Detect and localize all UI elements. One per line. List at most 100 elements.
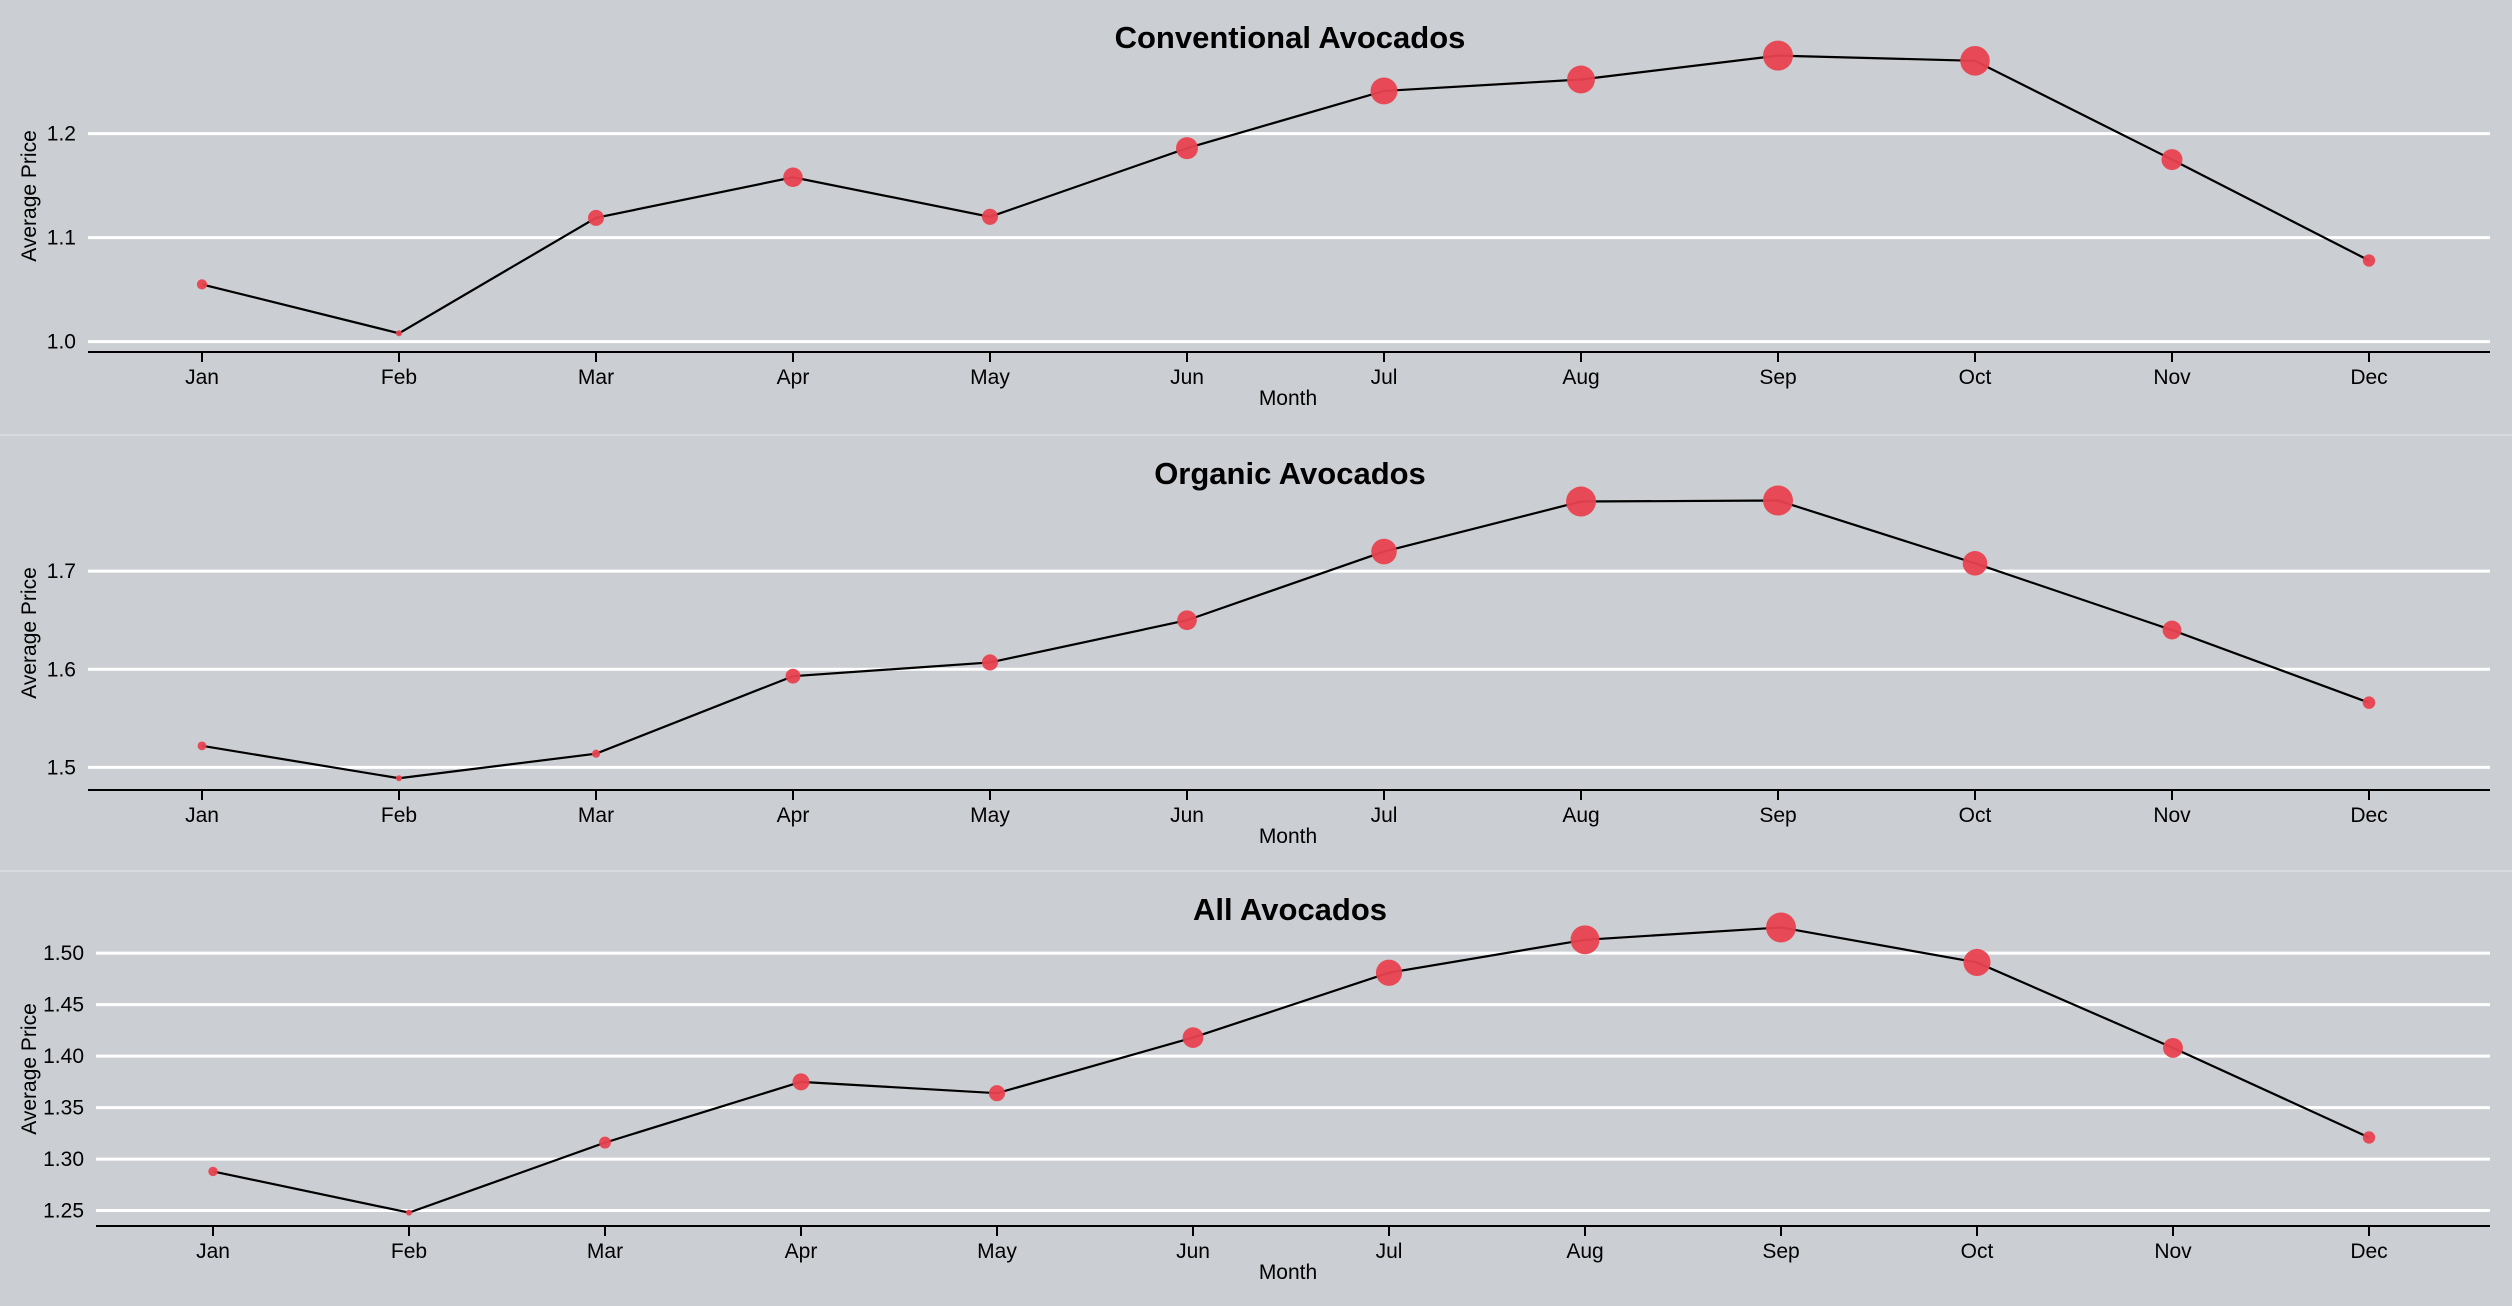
data-point	[2163, 1037, 2183, 1058]
x-axis-label: Month	[1259, 825, 1317, 848]
x-tick-label: Jun	[1176, 1240, 1210, 1263]
x-tick-label: Aug	[1562, 804, 1599, 827]
data-point	[1963, 948, 1991, 976]
x-tick-label: Feb	[391, 1240, 427, 1263]
data-point	[988, 1085, 1006, 1102]
x-axis-label: Month	[1259, 1261, 1317, 1284]
x-tick-label: May	[970, 804, 1010, 827]
data-point	[197, 741, 207, 751]
data-point	[1370, 77, 1398, 105]
x-tick-label: Sep	[1759, 366, 1796, 389]
data-point	[785, 668, 801, 684]
y-tick-label: 1.30	[43, 1148, 84, 1171]
data-point	[396, 775, 402, 782]
chart-panel-organic: Organic Avocados 1.5 1.6 1.7 Jan Feb Mar Apr May…	[0, 436, 2512, 870]
data-point	[981, 654, 999, 671]
x-tick-label: Jan	[185, 366, 219, 389]
data-point	[2362, 254, 2376, 267]
data-point	[1763, 40, 1793, 71]
x-tick-label: Nov	[2153, 804, 2191, 827]
y-tick-label: 1.35	[43, 1097, 84, 1120]
data-point	[1371, 538, 1397, 565]
y-axis-label: Average Price	[18, 567, 41, 699]
data-point	[1567, 65, 1595, 94]
chart-title: All Avocados	[1193, 892, 1387, 927]
x-tick-label: Dec	[2350, 366, 2387, 389]
y-axis-label: Average Price	[18, 130, 41, 262]
data-point	[1177, 610, 1197, 631]
data-point	[783, 167, 803, 188]
x-tick-label: Aug	[1562, 366, 1599, 389]
data-point	[1176, 137, 1198, 160]
x-tick-label: Jan	[185, 804, 219, 827]
series-line	[201, 54, 2370, 335]
x-tick-label: Mar	[587, 1240, 623, 1263]
x-tick-label: Feb	[381, 366, 417, 389]
data-point	[208, 1166, 218, 1177]
x-tick-label: Nov	[2154, 1240, 2192, 1263]
data-point	[1182, 1027, 1204, 1048]
series-line	[212, 926, 2370, 1214]
data-point	[1766, 912, 1796, 943]
data-point	[396, 330, 402, 337]
x-tick-label: Oct	[1961, 1240, 1994, 1263]
x-tick-label: May	[977, 1240, 1017, 1263]
data-point	[406, 1209, 412, 1216]
y-tick-label: 1.1	[47, 227, 76, 250]
chart-title: Organic Avocados	[1154, 456, 1426, 491]
x-tick-label: Jul	[1371, 366, 1398, 389]
data-point	[196, 279, 208, 290]
x-tick-label: Mar	[578, 804, 614, 827]
x-tick-label: Jun	[1170, 804, 1204, 827]
x-tick-label: Jan	[196, 1240, 230, 1263]
chart-panel-all: All Avocados 1.25 1.30 1.35 1.40 1.45 1.50 Jan F…	[0, 872, 2512, 1306]
x-axis-label: Month	[1259, 387, 1317, 410]
y-tick-label: 1.6	[47, 658, 76, 681]
data-point	[1566, 486, 1596, 517]
data-point	[588, 209, 604, 226]
data-point	[2362, 696, 2376, 709]
series-line	[201, 499, 2370, 780]
data-point	[792, 1073, 810, 1091]
x-tick-label: Aug	[1566, 1240, 1603, 1263]
x-tick-label: Oct	[1959, 366, 1992, 389]
data-point	[1570, 925, 1600, 955]
y-tick-label: 1.5	[47, 756, 76, 779]
panel-divider	[0, 434, 2512, 436]
x-tick-label: Sep	[1759, 804, 1796, 827]
chart-all-avocados: All Avocados 1.25 1.30 1.35 1.40 1.45 1.50 Jan F…	[18, 892, 2490, 1284]
y-tick-label: 1.40	[43, 1045, 84, 1068]
data-point	[591, 749, 601, 758]
chart-conventional-avocados: Conventional Avocados 1.0 1.1 1.2 Jan Feb Mar A…	[18, 20, 2490, 410]
x-tick-label: Apr	[777, 366, 810, 389]
data-point	[1960, 46, 1990, 76]
x-tick-label: Oct	[1959, 804, 1992, 827]
data-point	[2362, 1131, 2376, 1144]
data-point	[2161, 149, 2183, 171]
x-tick-label: Feb	[381, 804, 417, 827]
x-tick-label: Apr	[777, 804, 810, 827]
x-tick-label: Nov	[2153, 366, 2191, 389]
y-tick-label: 1.45	[43, 994, 84, 1017]
data-point	[981, 208, 999, 225]
data-point	[2162, 620, 2182, 640]
y-tick-label: 1.0	[47, 331, 76, 354]
x-tick-label: Dec	[2350, 804, 2387, 827]
x-tick-label: Mar	[578, 366, 614, 389]
data-point	[1962, 551, 1988, 576]
data-point	[1763, 485, 1793, 516]
x-tick-label: Apr	[785, 1240, 818, 1263]
panel-divider	[0, 870, 2512, 872]
x-tick-label: Jun	[1170, 366, 1204, 389]
x-tick-label: Jul	[1376, 1240, 1403, 1263]
y-axis-label: Average Price	[18, 1003, 41, 1135]
x-tick-label: May	[970, 366, 1010, 389]
data-point	[1375, 959, 1403, 986]
chart-organic-avocados: Organic Avocados 1.5 1.6 1.7 Jan Feb Mar Apr May…	[18, 456, 2490, 848]
chart-panel-conventional: Conventional Avocados 1.0 1.1 1.2 Jan Feb Mar A…	[0, 0, 2512, 434]
y-tick-label: 1.25	[43, 1200, 84, 1223]
x-tick-label: Sep	[1762, 1240, 1799, 1263]
chart-title: Conventional Avocados	[1115, 20, 1466, 55]
x-tick-label: Dec	[2350, 1240, 2387, 1263]
